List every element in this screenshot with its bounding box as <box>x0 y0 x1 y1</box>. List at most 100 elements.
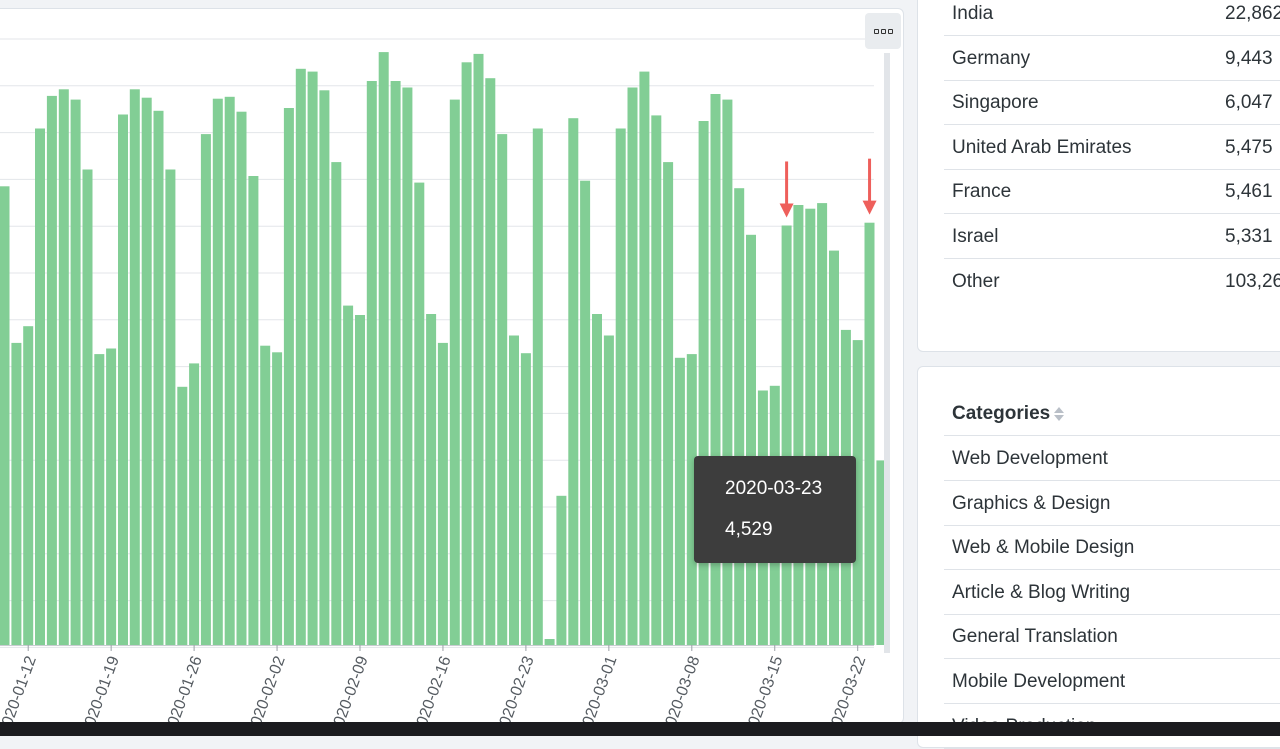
bar-2020-02-07[interactable] <box>331 162 342 645</box>
country-value: 22,862 <box>1225 3 1280 24</box>
country-row[interactable]: France 5,461 <box>944 169 1280 214</box>
bar-2020-01-13[interactable] <box>35 128 45 646</box>
bar-2020-03-11[interactable] <box>722 99 733 646</box>
bar-2020-02-26[interactable] <box>556 495 567 645</box>
bar-2020-03-18[interactable] <box>805 208 816 645</box>
bar-2020-01-27[interactable] <box>200 134 211 645</box>
bar-2020-01-18[interactable] <box>94 354 105 645</box>
x-tick-label: 2020-01-19 <box>79 654 123 723</box>
bar-2020-01-19[interactable] <box>106 348 117 646</box>
country-name: Singapore <box>952 92 1039 113</box>
bar-2020-02-05[interactable] <box>307 71 318 646</box>
bar-2020-02-10[interactable] <box>366 81 377 645</box>
bar-2020-02-01[interactable] <box>260 345 271 645</box>
bar-2020-03-02[interactable] <box>615 128 626 646</box>
category-row[interactable]: Web & Mobile Design <box>944 525 1280 570</box>
tooltip-value: 4,529 <box>725 519 773 540</box>
bar-2020-01-30[interactable] <box>236 111 247 645</box>
bar-2020-03-17[interactable] <box>793 205 804 645</box>
bar-2020-03-16[interactable] <box>781 225 792 646</box>
bar-2020-02-23[interactable] <box>520 353 531 645</box>
bar-2020-03-06[interactable] <box>663 162 674 645</box>
bar-2020-01-11[interactable] <box>11 342 22 645</box>
category-row[interactable]: Graphics & Design <box>944 481 1280 526</box>
bar-2020-01-17[interactable] <box>82 169 93 646</box>
bar-2020-01-29[interactable] <box>224 96 235 646</box>
chart-scrollbar[interactable] <box>884 53 890 653</box>
bar-2020-02-17[interactable] <box>449 99 460 646</box>
bar-2020-01-25[interactable] <box>177 386 188 645</box>
country-row[interactable]: United Arab Emirates 5,475 <box>944 125 1280 170</box>
x-tick-label: 2020-01-12 <box>0 654 40 723</box>
bar-2020-01-26[interactable] <box>189 363 200 645</box>
bar-2020-02-09[interactable] <box>355 315 365 645</box>
category-row[interactable]: Article & Blog Writing <box>944 570 1280 615</box>
category-row[interactable]: Web Development <box>944 436 1280 481</box>
bar-2020-02-08[interactable] <box>343 305 354 645</box>
categories-header[interactable]: Categories <box>952 403 1065 425</box>
bar-2020-03-12[interactable] <box>734 188 745 645</box>
bar-2020-03-24[interactable] <box>876 460 887 645</box>
bar-2020-02-11[interactable] <box>378 52 389 646</box>
bar-2020-01-12[interactable] <box>23 326 34 645</box>
chart-menu-button[interactable] <box>865 13 901 49</box>
bar-2020-03-23[interactable] <box>864 222 875 645</box>
country-row[interactable]: Germany 9,443 <box>944 36 1280 81</box>
bar-2020-03-19[interactable] <box>817 203 828 645</box>
bar-2020-02-13[interactable] <box>402 87 413 646</box>
bar-2020-03-05[interactable] <box>651 115 662 645</box>
bar-2020-01-31[interactable] <box>248 176 259 645</box>
sort-icon[interactable] <box>1054 406 1065 422</box>
bar-2020-03-10[interactable] <box>710 94 721 645</box>
bar-2020-02-24[interactable] <box>532 128 543 646</box>
bar-2020-01-15[interactable] <box>58 89 69 646</box>
bar-2020-02-15[interactable] <box>426 314 437 645</box>
bar-2020-01-28[interactable] <box>212 98 223 645</box>
country-row[interactable]: Singapore 6,047 <box>944 80 1280 125</box>
category-name: Web & Mobile Design <box>952 537 1135 558</box>
red-arrow-icon <box>862 158 877 215</box>
bar-2020-02-29[interactable] <box>592 314 602 645</box>
bar-2020-02-21[interactable] <box>497 134 508 645</box>
bar-2020-02-20[interactable] <box>485 78 496 645</box>
country-row[interactable]: India 22,862 <box>944 0 1280 36</box>
x-tick-label: 2020-02-09 <box>328 654 372 723</box>
bar-2020-02-16[interactable] <box>437 342 448 645</box>
bar-2020-03-07[interactable] <box>674 357 685 645</box>
bar-2020-02-06[interactable] <box>319 90 330 646</box>
category-row[interactable]: General Translation <box>944 614 1280 659</box>
bar-2020-02-28[interactable] <box>580 180 591 645</box>
bar-2020-03-09[interactable] <box>698 121 709 645</box>
bar-2020-02-25[interactable] <box>544 639 555 645</box>
bar-2020-03-13[interactable] <box>746 234 756 646</box>
category-row[interactable]: Mobile Development <box>944 659 1280 704</box>
os-taskbar <box>0 722 1280 736</box>
bar-2020-01-14[interactable] <box>46 95 57 645</box>
bar-2020-01-23[interactable] <box>153 110 164 646</box>
bar-2020-01-20[interactable] <box>118 114 128 646</box>
bar-2020-03-04[interactable] <box>639 71 650 646</box>
bar-2020-02-18[interactable] <box>461 62 472 646</box>
bar-2020-02-02[interactable] <box>272 352 283 645</box>
bar-2020-02-03[interactable] <box>283 108 294 645</box>
bar-2020-01-16[interactable] <box>70 99 81 646</box>
bar-2020-01-22[interactable] <box>141 97 152 645</box>
bar-2020-01-24[interactable] <box>165 169 176 646</box>
bar-2020-03-03[interactable] <box>627 87 638 646</box>
chart-tooltip: 2020-03-23 4,529 <box>694 456 856 563</box>
category-name: Graphics & Design <box>952 493 1111 514</box>
bar-2020-02-27[interactable] <box>568 118 579 645</box>
bar-2020-01-10[interactable] <box>0 186 10 646</box>
country-row[interactable]: Other 103,26 <box>944 259 1280 303</box>
bar-2020-03-20[interactable] <box>829 250 839 645</box>
country-row[interactable]: Israel 5,331 <box>944 214 1280 259</box>
bar-2020-02-19[interactable] <box>473 53 484 645</box>
bar-2020-01-21[interactable] <box>129 89 140 646</box>
bar-2020-02-04[interactable] <box>295 68 306 646</box>
bar-2020-03-22[interactable] <box>852 340 863 645</box>
bar-2020-03-08[interactable] <box>686 354 697 645</box>
bar-2020-03-01[interactable] <box>603 335 614 646</box>
bar-2020-02-14[interactable] <box>414 182 425 645</box>
bar-2020-02-12[interactable] <box>390 81 401 645</box>
bar-2020-02-22[interactable] <box>509 335 519 646</box>
